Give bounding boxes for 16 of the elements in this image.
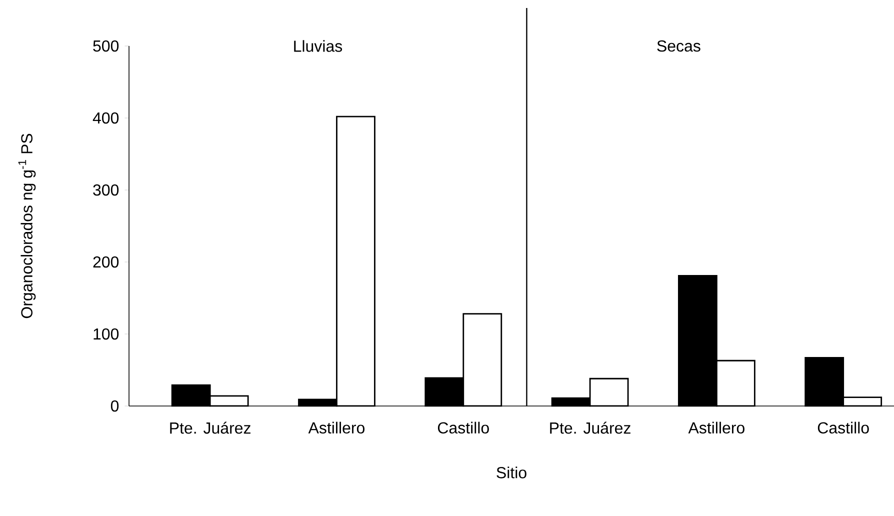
x-tick-label: Castillo bbox=[818, 422, 869, 434]
y-tick-label: 500 bbox=[93, 40, 119, 52]
y-tick-label: 0 bbox=[110, 400, 119, 412]
x-axis-title: Sitio bbox=[496, 466, 526, 478]
x-tick-label: Astillero bbox=[688, 422, 744, 434]
x-tick-label: Astillero bbox=[308, 422, 364, 434]
y-tick-label: 100 bbox=[94, 328, 119, 340]
y-tick-label: 300 bbox=[93, 184, 119, 196]
y-axis-title: Organoclorados ng g$^{-1}$ PS bbox=[18, 134, 36, 318]
y-tick-label: 400 bbox=[92, 112, 119, 124]
annotation: Lluvias bbox=[294, 40, 342, 52]
y-tick-label: 200 bbox=[93, 256, 119, 268]
x-tick-label: Pte. Juárez bbox=[170, 422, 250, 434]
x-tick-label: Castillo bbox=[438, 422, 489, 434]
annotation: Secas bbox=[657, 40, 700, 52]
x-tick-label: Pte. Juárez bbox=[550, 422, 630, 434]
